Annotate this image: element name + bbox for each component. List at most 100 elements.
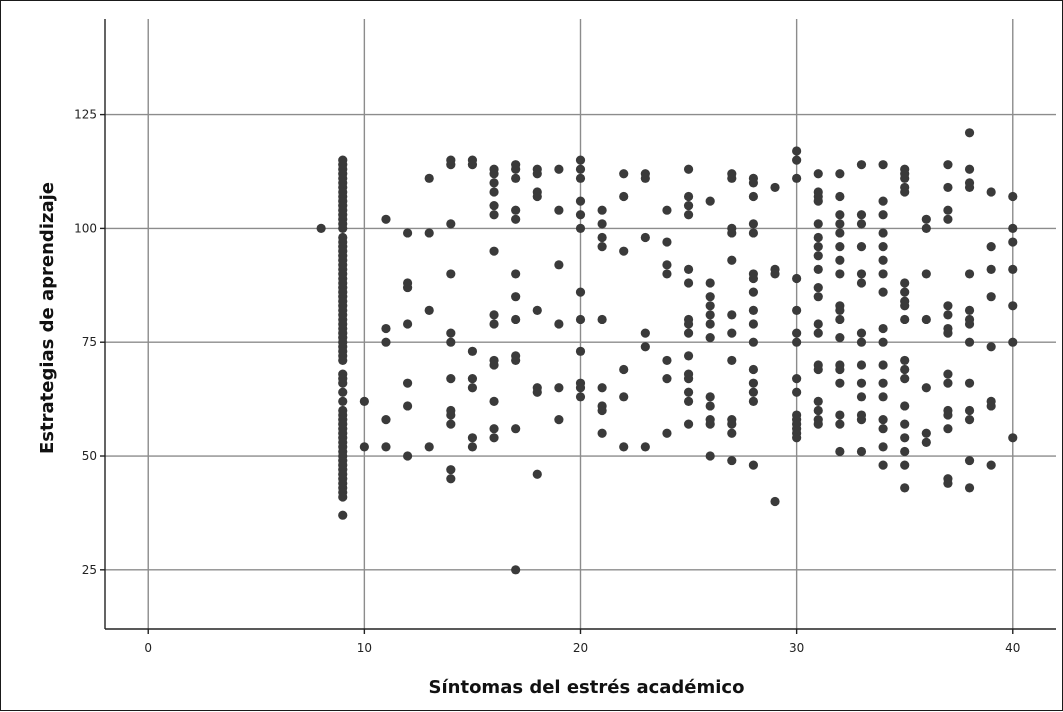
y-tick-label: 75	[82, 335, 97, 349]
data-point	[835, 242, 845, 252]
y-tick-label: 125	[74, 108, 97, 122]
data-point	[921, 269, 931, 279]
data-point	[878, 196, 888, 206]
data-point	[835, 419, 845, 429]
data-point	[986, 264, 996, 274]
data-point	[424, 228, 434, 238]
data-point	[921, 214, 931, 224]
data-point	[792, 337, 802, 347]
data-point	[467, 346, 478, 356]
data-point	[748, 305, 759, 315]
data-point	[532, 469, 542, 479]
data-point	[619, 364, 629, 375]
data-point	[402, 319, 413, 329]
data-point	[446, 474, 456, 484]
data-point	[338, 223, 348, 234]
data-point	[597, 405, 607, 416]
data-point	[748, 378, 759, 388]
data-point	[554, 319, 564, 329]
data-point	[813, 364, 823, 375]
data-point	[813, 419, 823, 429]
data-point	[943, 424, 953, 434]
data-point	[727, 228, 737, 238]
data-point	[900, 460, 910, 470]
data-point	[856, 392, 867, 402]
data-point	[554, 414, 564, 425]
data-point	[338, 387, 348, 397]
data-point	[359, 442, 369, 452]
data-point	[705, 319, 715, 329]
data-point	[467, 433, 478, 443]
data-point	[511, 355, 521, 366]
data-point	[835, 410, 845, 420]
data-point	[748, 460, 759, 470]
data-point	[489, 310, 499, 320]
data-point	[683, 164, 694, 174]
data-point	[748, 287, 759, 297]
data-point	[446, 337, 456, 347]
data-point	[597, 428, 607, 438]
data-point	[792, 433, 802, 443]
data-point	[532, 305, 542, 315]
data-point	[683, 264, 694, 274]
data-point	[683, 319, 694, 329]
data-point	[640, 173, 650, 183]
data-point	[467, 374, 478, 384]
data-point	[489, 187, 499, 197]
data-point	[813, 282, 823, 293]
data-point	[878, 160, 888, 170]
data-point	[489, 169, 499, 179]
data-point	[338, 492, 348, 502]
data-point	[813, 232, 823, 243]
y-tick-label: 100	[74, 221, 97, 235]
data-point	[900, 301, 910, 311]
data-point	[900, 355, 910, 366]
data-point	[943, 378, 953, 388]
data-point	[511, 314, 521, 325]
data-point	[964, 164, 975, 174]
data-point	[489, 433, 499, 443]
data-point	[835, 314, 845, 325]
data-point	[748, 228, 759, 238]
data-point	[338, 378, 348, 388]
data-point	[554, 164, 564, 174]
data-point	[921, 314, 931, 325]
data-point	[640, 442, 650, 452]
y-tick-label: 50	[82, 449, 97, 463]
data-point	[597, 219, 607, 229]
data-point	[662, 260, 672, 270]
data-point	[835, 228, 845, 238]
data-point	[964, 128, 975, 138]
data-point	[900, 187, 910, 197]
data-point	[575, 346, 586, 356]
data-point	[900, 483, 910, 493]
data-point	[446, 328, 456, 338]
data-point	[683, 419, 694, 429]
data-point	[900, 287, 910, 297]
data-point	[878, 269, 888, 279]
data-point	[792, 146, 802, 156]
data-point	[986, 401, 996, 411]
data-point	[640, 328, 650, 338]
data-point	[554, 260, 564, 270]
data-point	[575, 223, 586, 234]
data-point	[683, 374, 694, 384]
data-point	[705, 292, 715, 302]
data-point	[381, 337, 391, 347]
data-point	[554, 205, 564, 215]
data-point	[856, 242, 867, 252]
data-point	[856, 337, 867, 347]
data-point	[986, 242, 996, 252]
data-point	[338, 396, 348, 406]
data-point	[446, 219, 456, 229]
data-point	[705, 401, 715, 411]
data-point	[964, 455, 975, 466]
data-point	[402, 378, 413, 388]
data-point	[575, 210, 586, 220]
data-point	[511, 214, 521, 224]
data-point	[489, 246, 499, 256]
data-point	[900, 446, 910, 457]
data-point	[640, 232, 650, 243]
data-point	[489, 319, 499, 329]
